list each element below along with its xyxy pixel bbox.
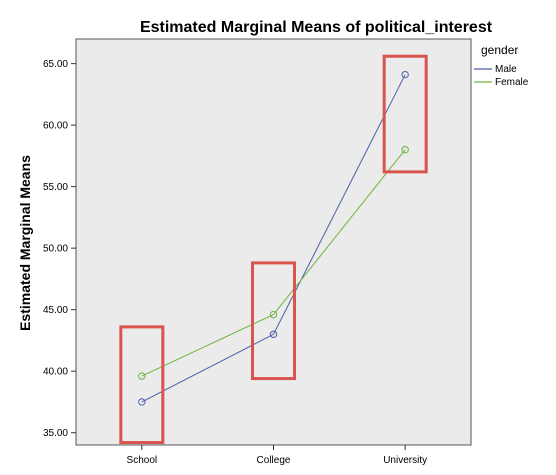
data-point-male [401,70,409,79]
series-layer [138,70,409,406]
y-tick-label: 50.00 [43,244,68,255]
x-axis: School College University [127,445,427,466]
y-tick-label: 35.00 [43,428,68,439]
highlight-box [251,261,296,381]
chart-title: Estimated Marginal Means of political_in… [140,19,493,36]
data-point-female [138,372,146,380]
series-line-female [141,149,406,377]
legend-label: Male [495,64,517,75]
legend-label: Female [495,77,529,88]
x-tick-label: College [257,455,291,466]
y-tick-label: 60.00 [43,121,68,132]
y-axis: 35.00 40.00 45.00 50.00 55.00 60.00 65.00 [43,59,76,439]
y-tick-label: 45.00 [43,305,68,316]
x-tick-label: University [383,455,427,466]
highlight-box [119,325,165,445]
series-line-male [141,74,406,403]
y-tick-label: 55.00 [43,182,68,193]
data-point-male [138,398,146,406]
highlight-box [382,54,428,174]
data-point-female [269,310,278,319]
y-axis-label: Estimated Marginal Means [17,155,33,331]
plot-area [75,38,472,446]
y-tick-label: 40.00 [43,367,68,378]
data-point-female [401,146,409,154]
legend-title: gender [481,43,518,57]
x-tick-label: School [127,455,158,466]
y-tick-label: 65.00 [43,59,68,70]
legend: gender Male Female [474,43,529,88]
data-point-male [269,330,278,338]
highlight-layer [119,54,428,445]
